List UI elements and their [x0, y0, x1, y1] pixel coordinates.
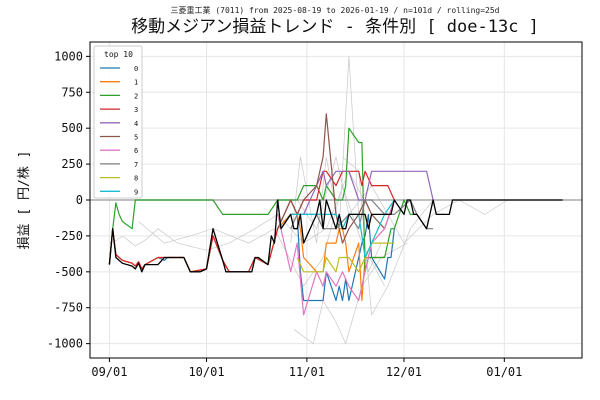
legend-label: 3: [134, 106, 138, 114]
background-series-line: [138, 184, 385, 287]
median-series-line: [108, 199, 563, 273]
legend-box: [93, 45, 143, 199]
y-tick-label: -250: [54, 229, 83, 243]
y-axis-label: 損益 [ 円/株 ]: [17, 151, 32, 250]
x-axis: 09/01 10/01 11/01 12/01 01/01: [91, 358, 522, 379]
x-tick-label: 01/01: [486, 365, 522, 379]
y-tick-label: 250: [61, 157, 83, 171]
legend-label: 5: [134, 134, 138, 142]
y-tick-label: -500: [54, 265, 83, 279]
chart-title: 移動メジアン損益トレンド - 条件別 [ doe-13c ]: [131, 17, 539, 37]
background-series-line: [342, 156, 434, 317]
background-series-line: [293, 242, 408, 345]
legend-label: 8: [134, 175, 138, 183]
legend-label: 0: [134, 65, 138, 73]
median-series: [108, 199, 563, 273]
y-tick-label: 1000: [54, 49, 83, 63]
series-line-6: [277, 199, 395, 316]
legend-label: 9: [134, 188, 138, 196]
y-tick-label: -1000: [47, 337, 83, 351]
chart-suptitle: 三菱重工業 (7011) from 2025-08-19 to 2026-01-…: [171, 5, 500, 15]
x-tick-label: 09/01: [91, 365, 127, 379]
legend: top 100 1 2 3 4 5 6 7 8 9: [93, 45, 143, 199]
y-tick-label: -750: [54, 301, 83, 315]
legend-label: 4: [134, 120, 138, 128]
y-tick-label: 0: [76, 193, 83, 207]
x-tick-label: 10/01: [188, 365, 224, 379]
legend-label: 7: [134, 161, 138, 169]
series-line-0: [108, 213, 395, 302]
legend-label: 2: [134, 92, 138, 100]
x-tick-label: 12/01: [386, 365, 422, 379]
x-tick-label: 11/01: [289, 365, 325, 379]
legend-title: top 10: [104, 50, 133, 59]
y-axis: 1000 750 500 250 0 -250 -500 -750 -1000: [47, 49, 90, 351]
series-line-3: [108, 170, 395, 273]
legend-label: 6: [134, 147, 138, 155]
y-tick-label: 750: [61, 85, 83, 99]
legend-label: 1: [134, 79, 138, 87]
series-line-5: [277, 113, 395, 244]
y-tick-label: 500: [61, 121, 83, 135]
